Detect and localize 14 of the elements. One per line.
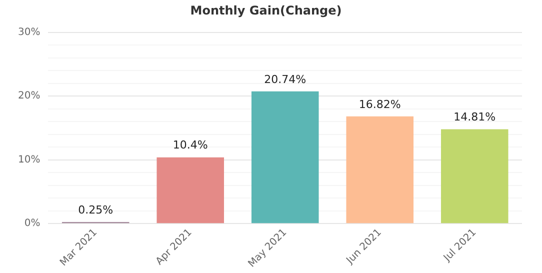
y-tick-label: 30% xyxy=(18,26,40,38)
data-label: 16.82% xyxy=(358,98,401,111)
data-label: 20.74% xyxy=(264,72,306,86)
y-tick-label: 10% xyxy=(18,154,40,166)
y-tick-label: 0% xyxy=(24,218,40,230)
y-tick-label: 20% xyxy=(18,90,40,102)
bar xyxy=(251,91,319,224)
chart-title: Monthly Gain(Change) xyxy=(190,3,342,18)
bar xyxy=(156,157,224,224)
data-label: 14.81% xyxy=(454,110,496,124)
data-label: 10.4% xyxy=(172,138,208,152)
data-label: 0.25% xyxy=(78,203,114,216)
bar xyxy=(346,116,414,224)
bar xyxy=(440,129,508,224)
